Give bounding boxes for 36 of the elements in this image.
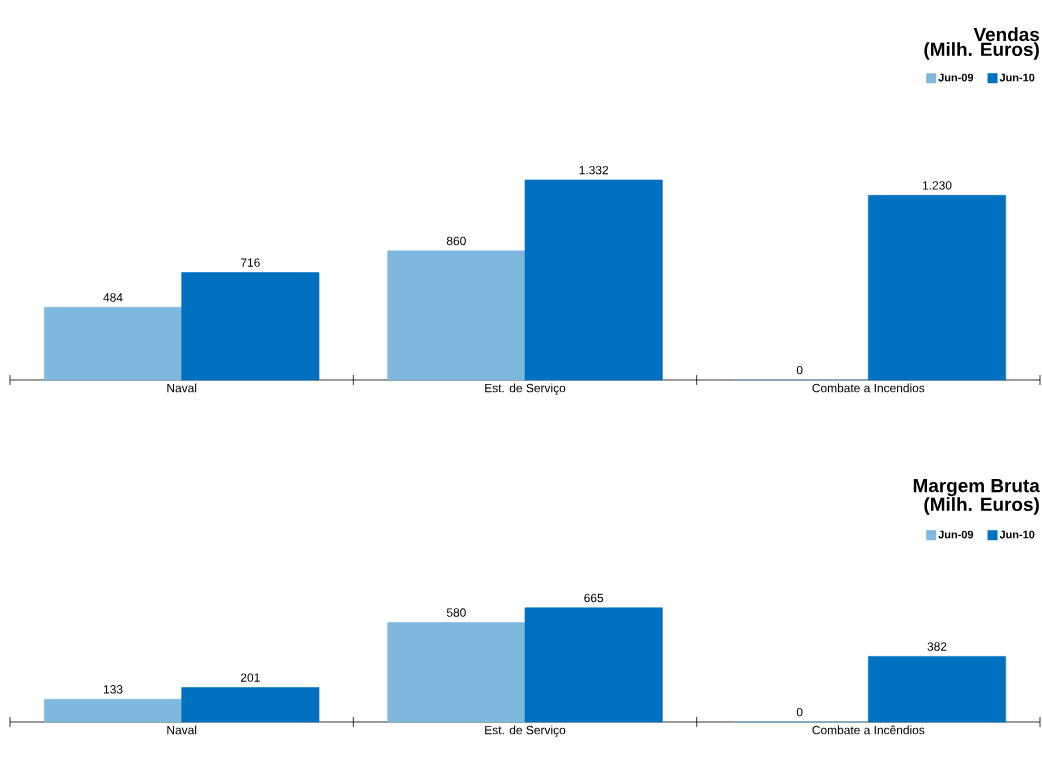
legend-label: Jun-10 xyxy=(999,530,1035,539)
data-label: 665 xyxy=(584,593,604,603)
x-tick-label: Naval xyxy=(167,383,197,393)
data-label: 860 xyxy=(446,236,466,246)
x-tick-label: Combate a Incendios xyxy=(812,383,925,393)
legend-label: Jun-09 xyxy=(938,530,974,539)
chart-title: Margem Bruta xyxy=(913,479,1040,497)
legend-label: Jun-10 xyxy=(999,73,1035,82)
data-label: 201 xyxy=(240,673,260,682)
data-label: 0 xyxy=(796,365,803,375)
bar xyxy=(44,698,182,723)
bar xyxy=(44,307,182,381)
bar xyxy=(524,607,663,723)
chart-title: Vendas xyxy=(973,27,1040,42)
x-tick-label: Est. de Serviço xyxy=(485,725,566,737)
bar xyxy=(181,687,320,723)
data-label: 1.230 xyxy=(922,181,952,190)
bar xyxy=(387,250,526,381)
legend-label: Jun-09 xyxy=(938,73,974,82)
chart-subtitle: (Milh. Euros) xyxy=(924,42,1039,60)
bar xyxy=(868,195,1006,381)
x-tick-label: Naval xyxy=(167,725,197,735)
x-tick-label: Combate a Incêndios xyxy=(812,725,925,735)
data-label: 382 xyxy=(927,642,947,651)
bar xyxy=(181,272,320,381)
data-label: 716 xyxy=(240,258,260,267)
data-label: 580 xyxy=(446,608,466,617)
chart-subtitle: (Milh. Euros) xyxy=(924,497,1039,515)
bar xyxy=(387,622,526,723)
bar xyxy=(524,179,663,381)
data-label: 484 xyxy=(103,293,123,302)
data-label: 0 xyxy=(796,707,803,717)
x-tick-label: Est. de Serviço xyxy=(485,383,566,395)
bar xyxy=(868,656,1006,723)
data-label: 133 xyxy=(103,685,123,694)
data-label: 1.332 xyxy=(579,165,609,175)
